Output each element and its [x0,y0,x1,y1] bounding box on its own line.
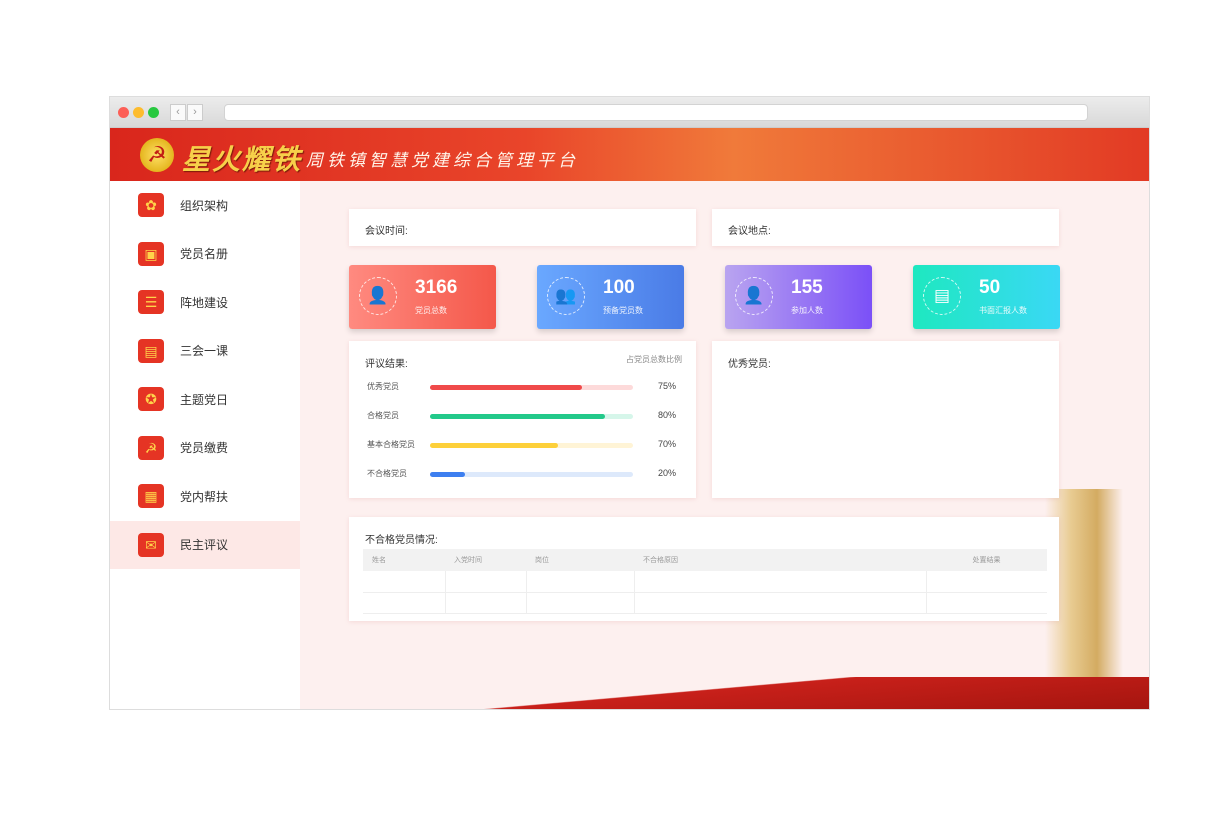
evaluation-percent: 80% [657,410,676,420]
flower-icon: ✿ [138,193,164,218]
table-row [363,571,1047,593]
sidebar-item-label: 三会一课 [180,344,229,359]
user-icon: 👤 [735,277,773,315]
column-header: 不合格原因 [634,549,926,571]
stat-value: 3166 [415,277,458,298]
sidebar-item-5[interactable]: ☭ 党员缴费 [110,424,300,473]
progress-track [430,472,633,477]
main-content: 会议时间: 会议地点: 👤 3166 党员总数 👥 100 预备党员数 👤 155 参加人数 ▤ 5… [300,181,1149,709]
roster-icon: ▣ [138,241,164,266]
sidebar-item-1[interactable]: ▣ 党员名册 [110,230,300,279]
group-icon: 👥 [547,277,585,315]
evaluation-row: 不合格党员 20% [367,468,676,480]
sidebar-item-label: 党内帮扶 [180,489,229,504]
evaluation-name: 合格党员 [367,411,399,420]
unqualified-panel: 不合格党员情况: 姓名 入党时间 岗位 不合格原因 处置结果 [349,517,1059,621]
meeting-place-field[interactable]: 会议地点: [712,209,1059,246]
evaluation-name: 不合格党员 [367,469,407,478]
report-icon: ▤ [923,277,961,315]
stat-value: 100 [603,277,635,298]
browser-window: ‹ › ☭ 星火耀铁 周铁镇智慧党建综合管理平台 ✿ 组织架构 ▣ 党员名册 ☰ 阵地建设… [109,96,1150,710]
sidebar-item-3[interactable]: ▤ 三会一课 [110,327,300,376]
stat-value: 50 [979,277,1001,298]
evaluation-title: 评议结果: [365,359,408,370]
progress-fill [430,385,583,390]
evaluation-percent: 75% [657,381,676,391]
header-banner: ☭ 星火耀铁 周铁镇智慧党建综合管理平台 [110,128,1149,181]
stat-card[interactable]: 👤 155 参加人数 [725,265,872,329]
medal-icon: ✪ [138,387,164,412]
sidebar-item-label: 组织架构 [180,198,229,213]
progress-fill [430,443,558,448]
stat-card[interactable]: ▤ 50 书面汇报人数 [913,265,1060,329]
evaluation-percent: 20% [657,468,676,478]
column-header: 处置结果 [926,549,1047,571]
sidebar-item-label: 党员名册 [180,247,229,262]
meeting-time-label: 会议时间: [365,226,408,237]
back-icon[interactable]: ‹ [170,104,186,121]
progress-fill [430,414,605,419]
evaluation-note: 占党员总数比例 [626,355,682,364]
meeting-icon: ▤ [138,338,164,363]
brand-title: 星火耀铁 [182,143,303,176]
address-bar[interactable] [224,104,1088,121]
sidebar: ✿ 组织架构 ▣ 党员名册 ☰ 阵地建设 ▤ 三会一课 ✪ 主题党日 ☭ 党员缴费 ▦ 党内帮扶 ✉ 民主评议 [110,181,300,709]
evaluation-row: 基本合格党员 70% [367,439,676,451]
progress-track [430,385,633,390]
sidebar-item-7[interactable]: ✉ 民主评议 [110,520,300,569]
column-header: 姓名 [363,549,445,571]
evaluation-panel: 评议结果: 占党员总数比例 优秀党员 75% 合格党员 80% 基本合格党员 70% 不合格… [349,341,696,498]
red-ribbon-decoration [300,677,1149,709]
evaluation-name: 基本合格党员 [367,440,415,449]
sidebar-item-6[interactable]: ▦ 党内帮扶 [110,472,300,521]
unqualified-table: 姓名 入党时间 岗位 不合格原因 处置结果 [363,549,1047,614]
maximize-dot[interactable] [148,107,159,118]
evaluation-row: 优秀党员 75% [367,381,676,393]
sidebar-item-2[interactable]: ☰ 阵地建设 [110,278,300,327]
user-add-icon: 👤 [359,277,397,315]
evaluation-name: 优秀党员 [367,382,399,391]
meeting-time-field[interactable]: 会议时间: [349,209,696,246]
minimize-dot[interactable] [133,107,144,118]
stat-card[interactable]: 👤 3166 党员总数 [349,265,496,329]
stat-label: 书面汇报人数 [979,306,1027,315]
sidebar-item-label: 民主评议 [180,538,229,553]
excellent-title: 优秀党员: [728,359,771,370]
column-header: 岗位 [526,549,634,571]
progress-fill [430,472,465,477]
sidebar-item-label: 党员缴费 [180,441,229,456]
stat-value: 155 [791,277,823,298]
stat-label: 党员总数 [415,306,447,315]
forward-icon[interactable]: › [187,104,203,121]
evaluation-percent: 70% [657,439,676,449]
browser-toolbar: ‹ › [110,97,1149,128]
close-dot[interactable] [118,107,129,118]
evaluation-row: 合格党员 80% [367,410,676,422]
stat-card[interactable]: 👥 100 预备党员数 [537,265,684,329]
sidebar-item-label: 主题党日 [180,392,229,407]
hammer-sickle-icon: ☭ [140,138,174,172]
column-header: 入党时间 [445,549,526,571]
progress-track [430,443,633,448]
stat-label: 参加人数 [791,306,823,315]
sidebar-item-label: 阵地建设 [180,295,229,310]
party-fee-icon: ☭ [138,435,164,460]
sidebar-item-4[interactable]: ✪ 主题党日 [110,375,300,424]
checklist-icon: ☰ [138,290,164,315]
unqualified-title: 不合格党员情况: [365,535,438,546]
excellent-members-panel: 优秀党员: [712,341,1059,498]
ballot-icon: ✉ [138,532,164,557]
stat-label: 预备党员数 [603,306,643,315]
table-row [363,592,1047,614]
sidebar-item-0[interactable]: ✿ 组织架构 [110,181,300,230]
progress-track [430,414,633,419]
platform-subtitle: 周铁镇智慧党建综合管理平台 [306,151,579,170]
meeting-place-label: 会议地点: [728,226,771,237]
document-icon: ▦ [138,484,164,509]
